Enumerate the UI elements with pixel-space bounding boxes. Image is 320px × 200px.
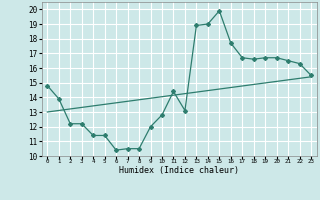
X-axis label: Humidex (Indice chaleur): Humidex (Indice chaleur) xyxy=(119,166,239,175)
